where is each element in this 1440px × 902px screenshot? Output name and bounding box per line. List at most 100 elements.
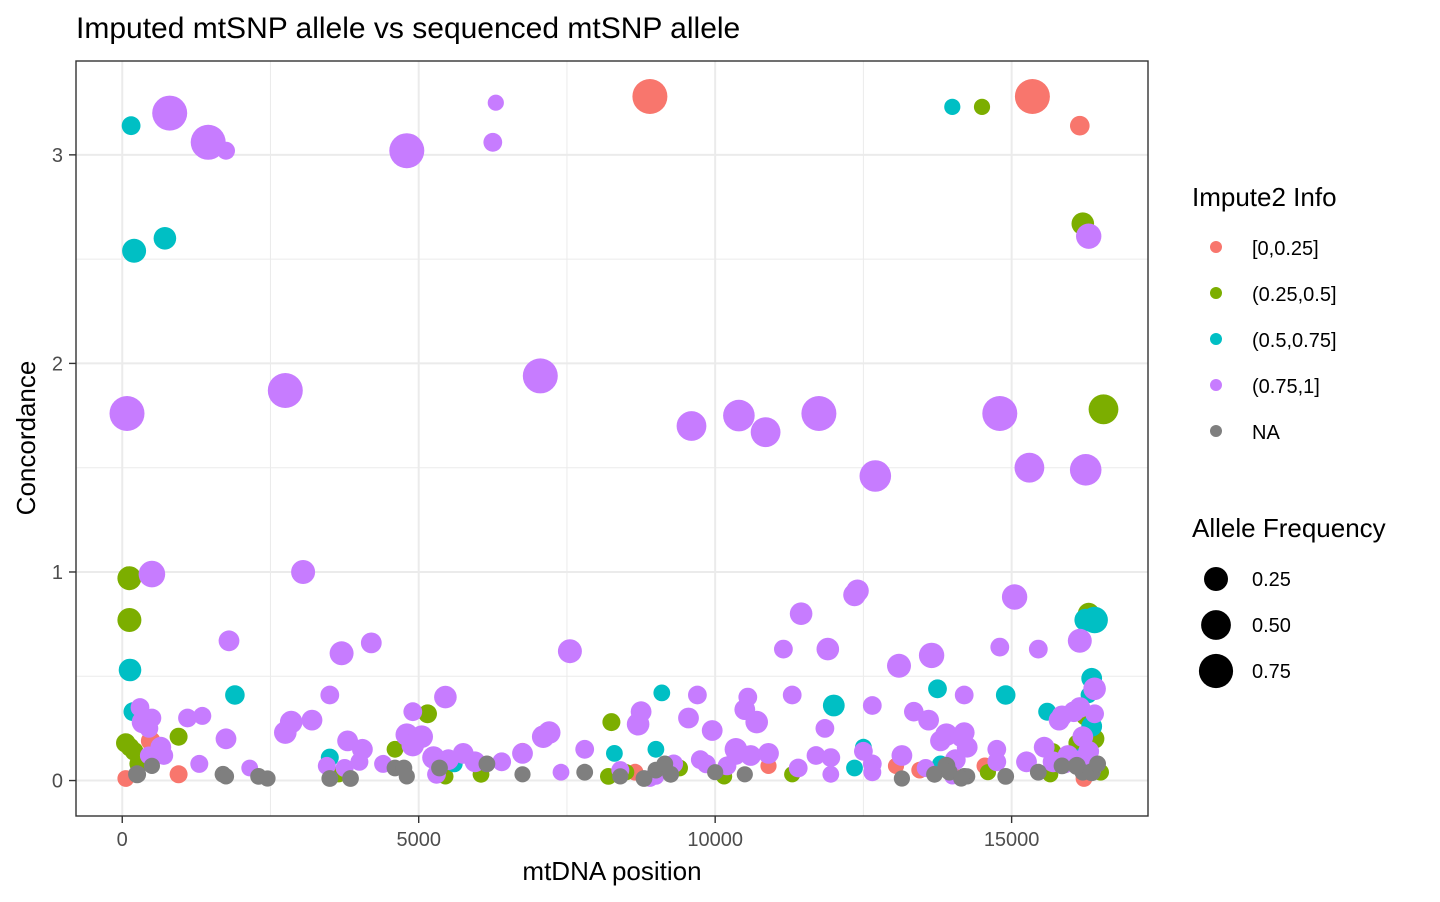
data-point (301, 709, 323, 731)
color-legend-title: Impute2 Info (1192, 182, 1337, 212)
data-point (1001, 584, 1028, 610)
axes: 0 5000 10000 15000 0 1 2 3 (52, 145, 1040, 851)
data-point (1014, 452, 1045, 483)
legend-size-key (1198, 653, 1234, 689)
data-point (859, 460, 892, 492)
legend-color-key (1210, 241, 1222, 253)
data-point (291, 560, 316, 584)
data-point (738, 687, 758, 707)
data-point (178, 708, 197, 728)
x-tick-label: 5000 (396, 829, 441, 851)
chart-title: Imputed mtSNP allele vs sequenced mtSNP … (76, 12, 740, 45)
data-point (329, 641, 354, 666)
legend-size-label: 0.50 (1252, 615, 1291, 637)
data-point (688, 685, 707, 705)
data-point (806, 746, 826, 765)
data-point (606, 745, 623, 762)
data-point (1014, 79, 1050, 114)
data-point (492, 752, 512, 772)
data-point (514, 766, 531, 783)
data-point (662, 765, 680, 783)
data-point (389, 133, 425, 169)
size-legend: Allele Frequency 0.25 0.50 0.75 (1192, 513, 1386, 689)
data-point (122, 238, 147, 263)
data-point (193, 706, 212, 725)
data-point (816, 637, 840, 661)
data-point (342, 770, 359, 787)
x-axis-title: mtDNA position (522, 856, 701, 886)
data-point (973, 98, 991, 115)
data-point (815, 719, 835, 738)
data-point (1089, 755, 1106, 773)
data-point (1069, 697, 1091, 718)
legend-color-label: (0.5,0.75] (1252, 330, 1337, 352)
data-point (918, 642, 945, 669)
data-point (893, 770, 911, 787)
data-point (954, 685, 974, 705)
data-point (846, 759, 863, 777)
data-point (143, 757, 160, 775)
data-point (887, 653, 911, 678)
data-point (928, 679, 947, 699)
data-point (552, 763, 570, 781)
data-point (995, 685, 1016, 705)
legend-color-key (1210, 287, 1222, 299)
data-point (117, 566, 142, 591)
data-point (1076, 223, 1102, 249)
y-axis-title: Concordance (11, 361, 41, 516)
data-point (267, 373, 303, 408)
legend-color-key (1210, 333, 1222, 345)
legend-color-key (1210, 379, 1222, 391)
y-tick-label: 0 (52, 771, 63, 793)
data-point (121, 116, 141, 136)
data-point (118, 658, 142, 682)
data-point (1070, 115, 1090, 136)
data-point (750, 417, 781, 448)
data-point (138, 560, 166, 588)
data-point (612, 768, 629, 785)
data-point (801, 396, 837, 431)
data-point (904, 701, 924, 722)
data-point (1028, 639, 1048, 659)
data-point (1016, 751, 1037, 773)
data-point (321, 770, 339, 787)
data-point (822, 694, 845, 717)
legend-color-label: (0.25,0.5] (1252, 284, 1337, 306)
data-point (602, 713, 621, 732)
data-point (990, 637, 1010, 657)
x-tick-label: 15000 (984, 829, 1040, 851)
data-point (701, 720, 723, 741)
data-point (1083, 677, 1106, 701)
legend-color-label: NA (1252, 422, 1280, 444)
data-point (647, 740, 665, 758)
data-point (217, 768, 235, 785)
legend-color-label: (0.75,1] (1252, 376, 1320, 398)
legend-color-key (1210, 425, 1222, 437)
data-points (109, 79, 1119, 787)
data-point (169, 765, 188, 784)
data-point (576, 763, 594, 781)
data-point (653, 684, 671, 702)
data-point (483, 132, 503, 152)
data-point (1069, 454, 1102, 486)
data-point (575, 739, 595, 759)
data-point (218, 630, 240, 652)
data-point (154, 746, 174, 765)
plot-panel-border (75, 60, 1149, 817)
data-point (944, 98, 961, 115)
data-point (403, 702, 423, 722)
grid (76, 61, 1148, 816)
data-point (478, 755, 496, 773)
data-point (386, 740, 404, 758)
color-legend: Impute2 Info [0,0.25] (0.25,0.5] (0.5,0.75… (1192, 182, 1337, 444)
legend-size-label: 0.25 (1252, 569, 1291, 591)
data-point (982, 396, 1018, 431)
legend-size-label: 0.75 (1252, 661, 1291, 683)
data-point (225, 685, 245, 705)
data-point (822, 765, 840, 783)
data-point (139, 719, 159, 738)
data-point (863, 763, 882, 782)
data-point (1067, 628, 1092, 653)
data-point (630, 701, 652, 723)
